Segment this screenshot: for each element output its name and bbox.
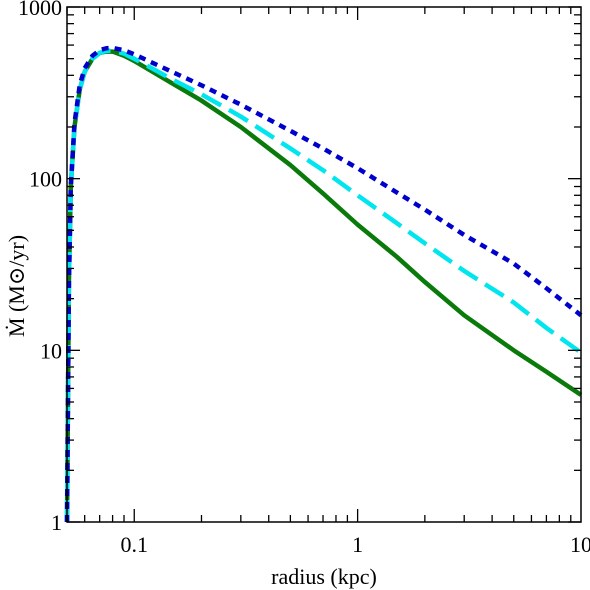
y-tick-label: 10 [40, 338, 62, 363]
series-line-dashed [64, 48, 583, 523]
y-tick-label: 1 [51, 510, 62, 535]
series-line-solid [64, 49, 583, 523]
x-tick-label: 1 [352, 532, 363, 557]
y-tick-label: 100 [29, 167, 62, 192]
x-tick-label: 10 [570, 532, 590, 557]
y-axis-label: Ṁ (M⊙/yr) [4, 235, 29, 337]
y-tick-label: 1000 [18, 0, 62, 20]
plot-frame [66, 6, 582, 523]
ticks-layer: 0.1 1 10 1 10 100 1000 [18, 0, 590, 557]
series-line-dotted [64, 45, 583, 523]
x-tick-label: 0.1 [120, 532, 148, 557]
series-layer [64, 45, 583, 523]
x-axis-label: radius (kpc) [271, 564, 377, 589]
